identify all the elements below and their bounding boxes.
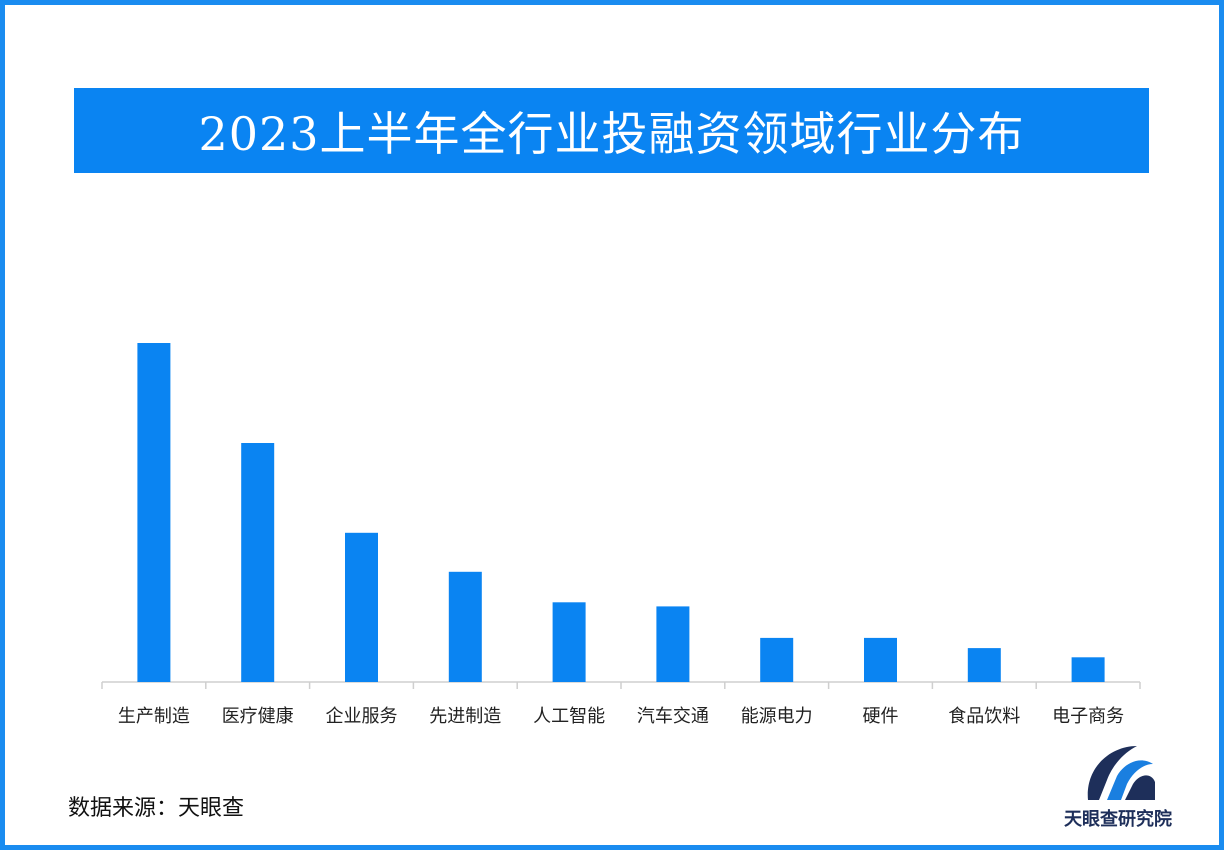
x-tick-label: 人工智能 bbox=[533, 706, 605, 727]
x-tick-label: 食品饮料 bbox=[948, 706, 1020, 727]
x-tick-label: 医疗健康 bbox=[222, 706, 294, 727]
x-tick-label: 先进制造 bbox=[429, 706, 501, 727]
x-tick-label: 生产制造 bbox=[118, 706, 190, 727]
logo-text: 天眼查研究院 bbox=[1064, 809, 1172, 830]
bar-9 bbox=[967, 648, 1001, 682]
x-tick-label: 硬件 bbox=[863, 706, 899, 727]
data-source-note: 数据来源：天眼查 bbox=[68, 796, 245, 821]
bar-5 bbox=[552, 602, 586, 682]
bar-2 bbox=[241, 443, 275, 682]
bar-3 bbox=[345, 532, 378, 682]
x-tick-label: 能源电力 bbox=[741, 706, 813, 727]
x-tick-label: 企业服务 bbox=[326, 706, 398, 727]
bar-1 bbox=[137, 343, 171, 682]
bar-6 bbox=[656, 606, 690, 682]
bar-4 bbox=[448, 571, 482, 682]
x-tick-label: 汽车交通 bbox=[637, 706, 709, 727]
bar-7 bbox=[760, 637, 794, 682]
bar-8 bbox=[864, 637, 897, 682]
x-tick-label: 电子商务 bbox=[1052, 706, 1124, 727]
chart-title: 2023上半年全行业投融资领域行业分布 bbox=[198, 106, 1025, 161]
tianyancha-logo-icon bbox=[1087, 746, 1155, 800]
bar-10 bbox=[1071, 657, 1105, 682]
title-banner: 2023上半年全行业投融资领域行业分布 bbox=[74, 88, 1149, 173]
